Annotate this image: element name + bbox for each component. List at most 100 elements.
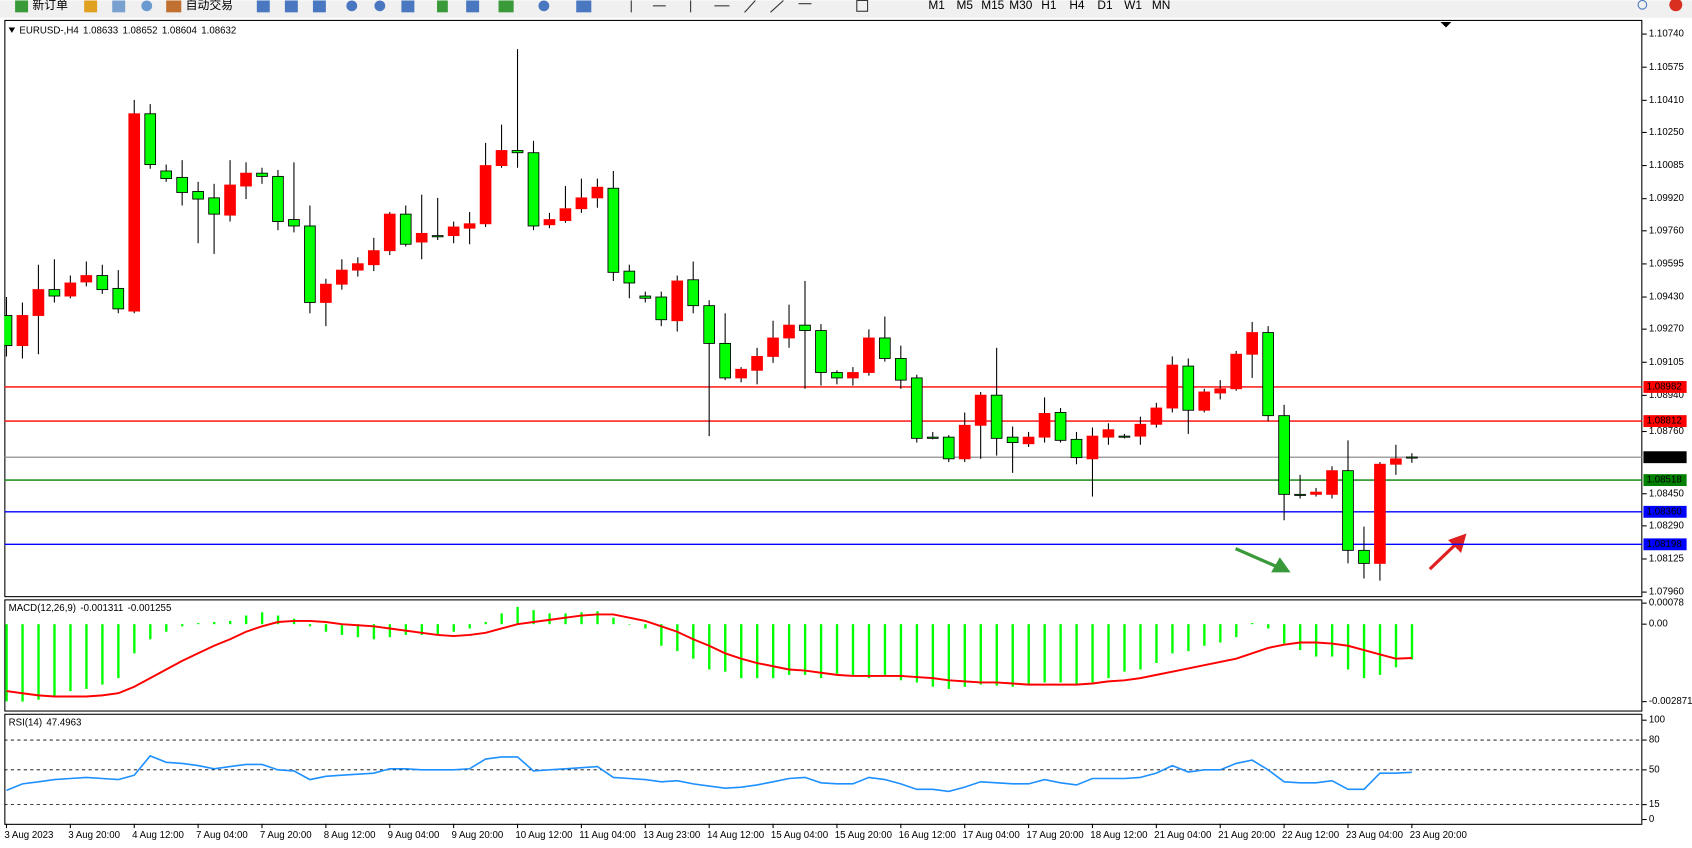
y-tick-label: 80 <box>1649 735 1660 746</box>
toolbar-icon[interactable] <box>498 0 514 13</box>
macd-bar <box>532 610 535 625</box>
macd-bar <box>1314 624 1318 657</box>
macd-bar <box>1362 624 1366 679</box>
timeframe-button[interactable]: D1 <box>1097 0 1113 12</box>
channel-tool[interactable] <box>770 0 784 13</box>
candle-body <box>1038 413 1051 438</box>
x-tick-label: 21 Aug 20:00 <box>1218 830 1276 841</box>
level-label: 1.08982 <box>1647 382 1682 393</box>
y-tick-label: 1.10085 <box>1649 160 1684 171</box>
candle-body <box>208 197 220 215</box>
zoom-out[interactable] <box>374 0 386 12</box>
toolbar-icon[interactable] <box>141 0 153 12</box>
toolbar-bg <box>0 0 1692 18</box>
timeframe-button[interactable]: H1 <box>1041 0 1057 12</box>
candle-body <box>703 305 715 344</box>
candle-body <box>240 172 252 187</box>
toolbar-icon[interactable] <box>401 0 415 13</box>
macd-bar <box>1298 624 1302 651</box>
candle-body <box>351 263 364 271</box>
macd-bar <box>1378 624 1382 675</box>
search-icon[interactable] <box>1637 0 1648 10</box>
close-value: 1.08632 <box>201 25 236 36</box>
candle-body <box>447 226 460 237</box>
candle-body <box>655 296 668 321</box>
timeframe-button[interactable]: W1 <box>1124 0 1142 12</box>
toolbar-icon[interactable] <box>576 0 592 13</box>
timeframe-button[interactable]: MN <box>1152 0 1170 12</box>
level-box <box>1643 415 1687 428</box>
x-tick-label: 4 Aug 12:00 <box>132 830 184 841</box>
x-tick-label: 23 Aug 20:00 <box>1410 830 1468 841</box>
candle-body <box>1230 353 1243 390</box>
timeframe-button[interactable]: M15 <box>981 0 1004 12</box>
candle-body <box>671 280 684 322</box>
toolbar-icon[interactable] <box>466 0 480 13</box>
toolbar-icon[interactable] <box>256 0 270 13</box>
label-tool[interactable] <box>856 0 869 12</box>
macd-bar <box>1410 624 1414 660</box>
timeframe-button[interactable]: H4 <box>1069 0 1085 12</box>
timeframe-button[interactable]: M1 <box>928 0 945 12</box>
toolbar-icon[interactable] <box>538 0 550 12</box>
candle-body <box>1310 491 1322 495</box>
macd-bar <box>1219 624 1222 643</box>
auto-trading-icon[interactable] <box>166 0 182 13</box>
y-tick-label: 1.10410 <box>1649 95 1685 106</box>
trendline-tool[interactable] <box>744 0 756 13</box>
candle-body <box>1182 365 1195 411</box>
candle-body <box>367 250 380 266</box>
candle-body <box>415 232 428 243</box>
timeframe-button[interactable]: M5 <box>956 0 973 12</box>
macd-bar <box>1330 624 1334 657</box>
candle-body <box>1102 429 1115 438</box>
alert-icon[interactable] <box>1669 0 1683 12</box>
x-tick-label: 7 Aug 20:00 <box>260 830 312 841</box>
candle-body <box>783 324 795 339</box>
macd-bar <box>915 624 919 683</box>
macd-bar <box>228 620 232 625</box>
new-order-icon[interactable] <box>15 0 29 13</box>
auto-trading-button[interactable]: 自动交易 <box>186 0 233 12</box>
x-tick-label: 9 Aug 20:00 <box>451 830 503 841</box>
macd-bar <box>149 624 152 640</box>
level-box <box>1643 538 1687 551</box>
macd-bar <box>436 624 439 635</box>
toolbar-icon[interactable] <box>112 0 126 13</box>
candle-body <box>1246 332 1258 355</box>
candle-body <box>879 337 891 359</box>
macd-bar <box>165 624 168 632</box>
timeframe-button[interactable]: M30 <box>1009 0 1032 12</box>
candle-body <box>399 213 412 245</box>
toolbar-icons <box>256 0 592 13</box>
candle-body <box>719 342 731 379</box>
y-tick-label: 1.10250 <box>1649 127 1685 138</box>
toolbar-icon[interactable] <box>437 0 448 13</box>
candle-body <box>383 213 396 252</box>
timeframes: M1 M5 M15 M30 H1 H4 D1 W1 MN <box>928 0 1170 12</box>
x-tick-label: 21 Aug 04:00 <box>1154 830 1212 841</box>
candle-body <box>751 356 763 371</box>
y-tick-label: -0.002871 <box>1649 696 1692 707</box>
level-label: 1.08812 <box>1647 416 1682 427</box>
new-order-button[interactable]: 新订单 <box>32 0 68 12</box>
macd-bar <box>819 624 823 679</box>
macd-bar <box>1283 624 1286 644</box>
toolbar-icon[interactable] <box>312 0 326 13</box>
candle-body <box>1086 435 1099 460</box>
macd-bar <box>1187 624 1190 652</box>
candle-body <box>639 295 652 299</box>
zoom-in[interactable] <box>346 0 358 12</box>
toolbar-icon[interactable] <box>284 0 298 13</box>
arrow-up <box>1428 533 1467 571</box>
y-tick-label: 1.07960 <box>1649 587 1685 598</box>
candle-body <box>64 282 77 297</box>
candle-body <box>735 368 747 379</box>
bid-box <box>1643 451 1687 464</box>
macd-bar <box>340 624 344 635</box>
candle-body <box>80 275 93 283</box>
x-tick-label: 17 Aug 20:00 <box>1026 830 1084 841</box>
symbol: EURUSD-,H4 <box>19 25 79 36</box>
toolbar-icon[interactable] <box>84 0 98 13</box>
